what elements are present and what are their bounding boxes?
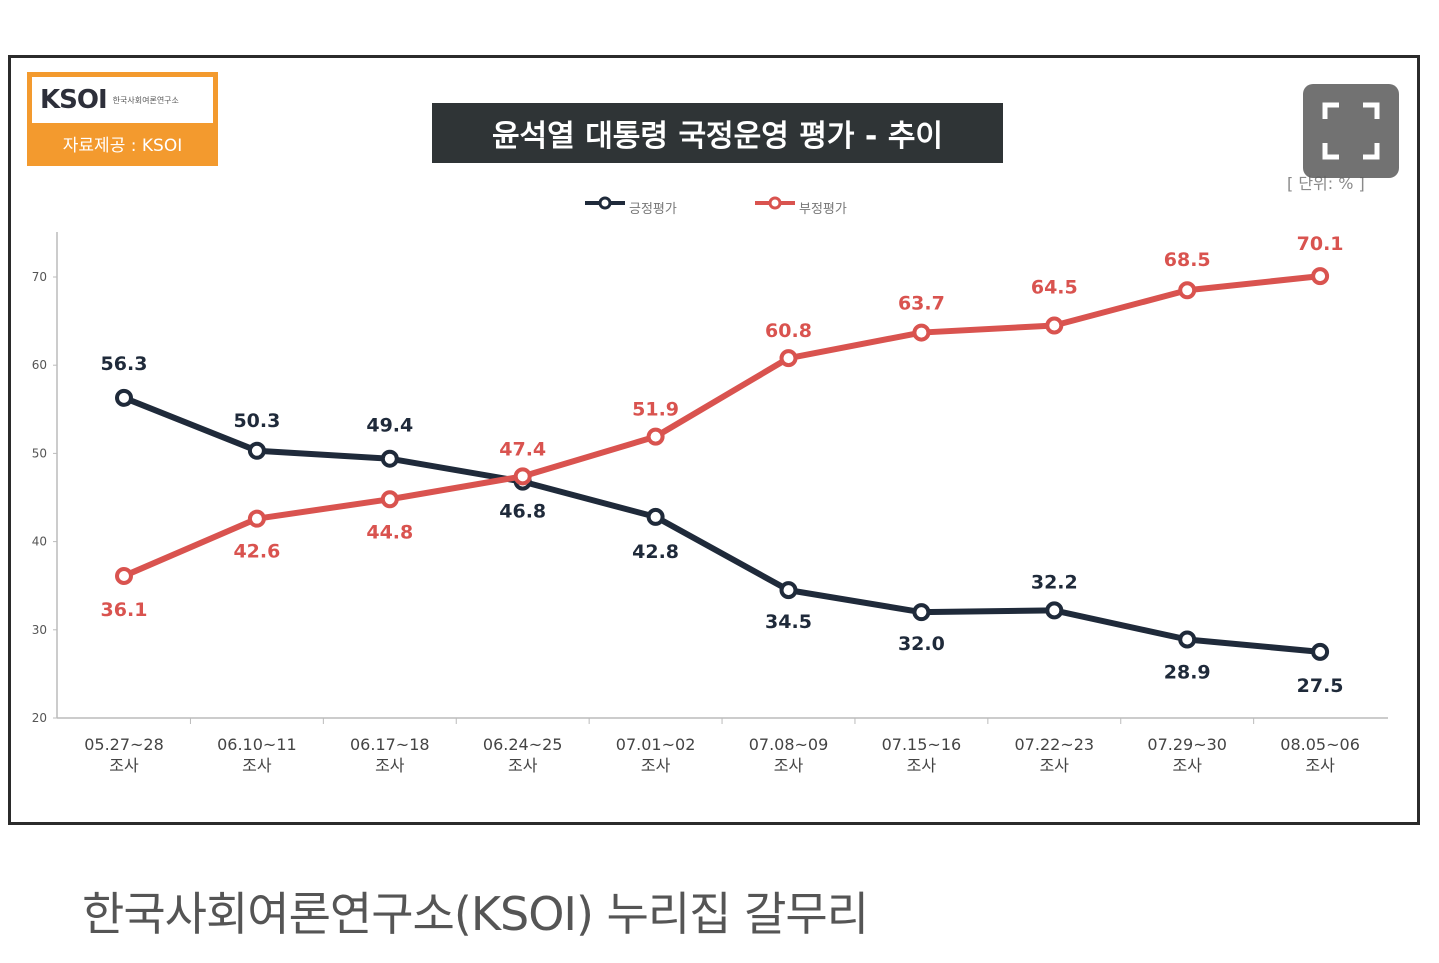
x-tick-label: 08.05~06 <box>1280 735 1360 754</box>
positive-point <box>779 581 798 600</box>
positive-series-line <box>122 395 1321 655</box>
negative-data-label: 68.5 <box>1164 249 1211 271</box>
negative-point <box>1045 316 1064 335</box>
x-tick-sublabel: 조사 <box>375 756 405 775</box>
positive-data-label: 56.3 <box>101 353 148 375</box>
x-tick-sublabel: 조사 <box>1172 756 1202 775</box>
positive-data-label: 34.5 <box>765 611 812 633</box>
positive-data-label: 49.4 <box>366 415 413 437</box>
y-tick-label: 50 <box>32 446 47 460</box>
positive-point <box>912 603 931 622</box>
x-tick-label: 05.27~28 <box>84 735 164 754</box>
negative-point <box>912 323 931 342</box>
positive-point <box>1178 630 1197 649</box>
x-tick-label: 06.17~18 <box>350 735 430 754</box>
legend-marker <box>598 196 612 210</box>
positive-point <box>1045 601 1064 620</box>
y-tick-label: 60 <box>32 358 47 372</box>
chart-title: 윤석열 대통령 국정운영 평가 - 추이 <box>432 103 1003 163</box>
x-tick-sublabel: 조사 <box>641 756 671 775</box>
x-tick-sublabel: 조사 <box>109 756 139 775</box>
negative-data-label: 42.6 <box>233 541 280 563</box>
positive-data-label: 50.3 <box>233 410 280 432</box>
positive-point <box>115 388 133 407</box>
x-tick-label: 06.24~25 <box>483 735 563 754</box>
x-tick-sublabel: 조사 <box>242 756 272 775</box>
logo-word: KSOI <box>40 85 108 115</box>
unit-label: [ 단위: % ] <box>1287 174 1365 193</box>
x-tick-label: 07.29~30 <box>1147 735 1227 754</box>
negative-point <box>380 490 399 509</box>
y-tick-label: 20 <box>32 711 47 725</box>
x-tick-label: 07.01~02 <box>616 735 696 754</box>
y-tick-label: 40 <box>32 535 47 549</box>
fullscreen-button[interactable] <box>1303 84 1399 178</box>
positive-point <box>247 441 266 460</box>
x-tick-sublabel: 조사 <box>907 756 937 775</box>
positive-data-label: 32.2 <box>1031 571 1078 593</box>
x-tick-label: 07.08~09 <box>749 735 829 754</box>
negative-point <box>247 509 266 528</box>
x-tick-sublabel: 조사 <box>1040 756 1070 775</box>
x-tick-label: 07.15~16 <box>882 735 962 754</box>
negative-data-label: 64.5 <box>1031 277 1078 299</box>
negative-point <box>1178 281 1197 300</box>
negative-data-label: 36.1 <box>101 599 148 621</box>
image-caption: 한국사회여론연구소(KSOI) 누리집 갈무리 <box>82 887 869 941</box>
positive-data-label: 42.8 <box>632 541 679 563</box>
x-tick-label: 07.22~23 <box>1015 735 1095 754</box>
y-tick-label: 30 <box>32 623 47 637</box>
negative-point <box>779 349 798 368</box>
legend-marker <box>768 196 782 210</box>
positive-point <box>646 507 665 526</box>
negative-data-label: 60.8 <box>765 320 812 342</box>
chart-frame <box>8 55 1420 825</box>
positive-data-label: 27.5 <box>1297 675 1344 697</box>
fullscreen-icon <box>1322 102 1380 160</box>
x-tick-label: 06.10~11 <box>217 735 297 754</box>
negative-point <box>115 566 133 585</box>
positive-point <box>380 449 399 468</box>
positive-point <box>1311 642 1330 661</box>
negative-data-label: 70.1 <box>1297 233 1344 255</box>
ksoi-logo: KSOI 한국사회여론연구소 자료제공 : KSOI <box>27 72 218 166</box>
negative-point <box>1311 267 1330 286</box>
y-tick-label: 70 <box>32 270 47 284</box>
positive-data-label: 28.9 <box>1164 662 1211 684</box>
x-tick-sublabel: 조사 <box>1305 756 1335 775</box>
negative-data-label: 63.7 <box>898 293 945 315</box>
data-source-label: 자료제공 : KSOI <box>62 136 183 156</box>
positive-data-label: 32.0 <box>898 633 945 655</box>
negative-point <box>646 427 665 446</box>
negative-data-label: 51.9 <box>632 399 679 421</box>
legend-label: 부정평가 <box>799 202 847 217</box>
logo-subtext: 한국사회여론연구소 <box>112 95 179 105</box>
legend-label: 긍정평가 <box>629 202 677 217</box>
x-tick-sublabel: 조사 <box>508 756 538 775</box>
negative-data-label: 47.4 <box>499 438 546 460</box>
positive-data-label: 46.8 <box>499 501 546 523</box>
negative-series-line <box>122 273 1321 579</box>
negative-point <box>513 467 532 486</box>
negative-data-label: 44.8 <box>366 521 413 543</box>
x-tick-sublabel: 조사 <box>774 756 804 775</box>
